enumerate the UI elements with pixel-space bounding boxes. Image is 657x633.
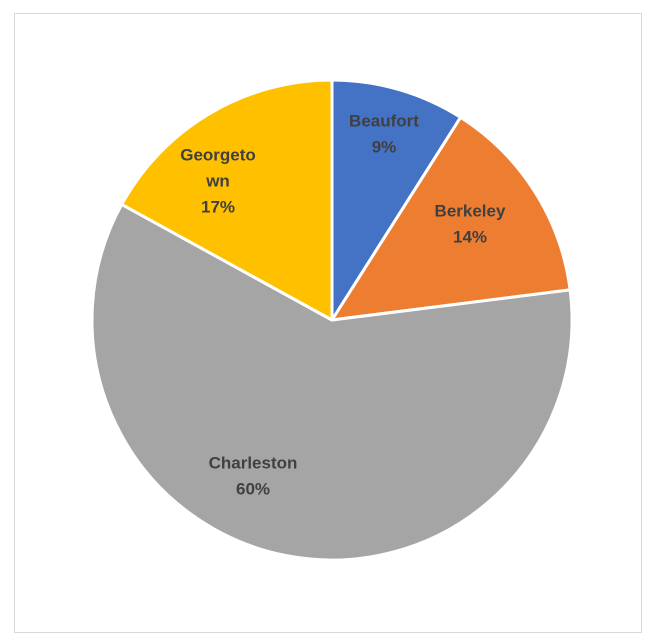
data-label-beaufort-line-1: Beaufort	[349, 111, 419, 130]
pie-slice-berkeley	[330, 115, 572, 322]
data-label-berkeley-line-1: Berkeley	[435, 201, 506, 220]
data-label-georgetown-line-3: 17%	[201, 197, 235, 216]
data-label-georgetown-line-1: Georgeto	[180, 145, 256, 164]
pie-slice-beaufort	[330, 78, 463, 322]
data-label-berkeley-line-2: 14%	[453, 227, 487, 246]
pie-slice-charleston	[90, 202, 574, 562]
pie-slice-georgetown	[120, 78, 334, 322]
data-label-charleston-line-1: Charleston	[209, 453, 298, 472]
data-label-beaufort-line-2: 9%	[372, 137, 397, 156]
data-label-georgetown-line-2: wn	[205, 171, 230, 190]
data-label-charleston-line-2: 60%	[236, 479, 270, 498]
